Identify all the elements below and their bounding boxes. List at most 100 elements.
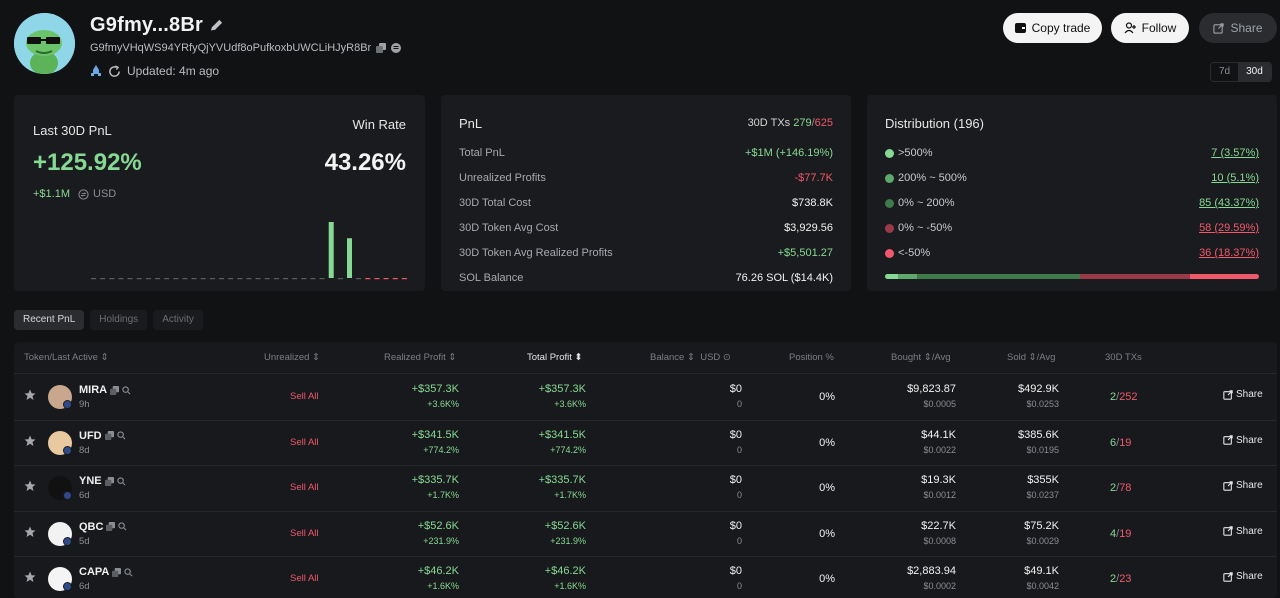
tx-buys: 6 bbox=[1110, 436, 1117, 449]
tab-recent-pnl[interactable]: Recent PnL bbox=[14, 310, 85, 330]
header-bought[interactable]: Bought ⇕/Avg bbox=[891, 352, 951, 363]
copy-icon[interactable] bbox=[112, 567, 122, 577]
copy-icon[interactable] bbox=[376, 43, 387, 53]
tx-buys: 2 bbox=[1110, 482, 1117, 494]
pnl-row-value: $3,929.56 bbox=[784, 222, 833, 234]
chain-badge-icon bbox=[63, 536, 72, 546]
header-realized[interactable]: Realized Profit ⇕ bbox=[384, 352, 457, 363]
token-symbol-row: UFD bbox=[79, 430, 126, 442]
pnl-row: SOL Balance 76.26 SOL ($14.4K) bbox=[459, 270, 833, 286]
header-balance[interactable]: Balance ⇕ USD ⊙ bbox=[650, 352, 731, 363]
star-icon[interactable] bbox=[24, 571, 36, 583]
header-sold[interactable]: Sold ⇕/Avg bbox=[1007, 352, 1056, 363]
bought-amount: $19.3K bbox=[921, 474, 956, 486]
realized-profit-pct: +1.6K% bbox=[427, 581, 459, 591]
total-profit-pct: +1.6K% bbox=[554, 581, 586, 591]
range-toggle: 7d 30d bbox=[1210, 62, 1272, 82]
search-icon[interactable] bbox=[124, 567, 133, 577]
search-icon[interactable] bbox=[116, 431, 126, 440]
tx-sells: 19 bbox=[1119, 527, 1132, 540]
row-share-button[interactable]: Share bbox=[1223, 435, 1263, 446]
pnl-mini-bar bbox=[145, 278, 151, 280]
total-profit: +$46.2K bbox=[544, 565, 586, 577]
copy-trade-button[interactable]: Copy trade bbox=[1003, 13, 1102, 43]
token-symbol[interactable]: MIRA bbox=[79, 384, 108, 396]
pnl-mini-bar bbox=[255, 278, 261, 280]
tx-sells: 78 bbox=[1119, 482, 1132, 494]
follow-button[interactable]: Follow bbox=[1111, 13, 1189, 43]
last-active: 9h bbox=[79, 399, 90, 410]
distribution-value[interactable]: 7 (3.57%) bbox=[1211, 147, 1259, 159]
row-share-button[interactable]: Share bbox=[1223, 389, 1263, 400]
copy-trade-label: Copy trade bbox=[1031, 21, 1091, 35]
header-total[interactable]: Total Profit ⬍ bbox=[527, 352, 583, 363]
star-icon[interactable] bbox=[24, 480, 36, 492]
distribution-value[interactable]: 85 (43.37%) bbox=[1199, 197, 1259, 209]
sold-avg: $0.0237 bbox=[1026, 490, 1059, 500]
range-30d[interactable]: 30d bbox=[1238, 63, 1271, 81]
row-share-label: Share bbox=[1236, 389, 1263, 400]
table-row[interactable]: YNE 6d Sell All +$335.7K +1.7K% +$335.7K… bbox=[14, 465, 1277, 510]
token-symbol-row: QBC bbox=[79, 521, 127, 533]
tx-sells: 252 bbox=[1119, 391, 1138, 403]
star-icon[interactable] bbox=[24, 526, 36, 538]
sell-all-button[interactable]: Sell All bbox=[290, 527, 319, 539]
edit-icon[interactable] bbox=[209, 18, 224, 33]
pnl-mini-bar bbox=[155, 278, 160, 280]
sell-all-button[interactable]: Sell All bbox=[290, 482, 319, 493]
pnl-mini-chart bbox=[91, 222, 407, 280]
header-token[interactable]: Token/Last Active ⇕ bbox=[24, 352, 109, 363]
tab-activity[interactable]: Activity bbox=[153, 310, 203, 330]
share-button[interactable]: Share bbox=[1199, 13, 1277, 43]
sell-all-button[interactable]: Sell All bbox=[290, 436, 319, 448]
table-tabs: Recent PnL Holdings Activity bbox=[14, 310, 203, 330]
pnl-details-card: PnL 30D TXs 279/625 Total PnL +$1M (+146.… bbox=[441, 95, 851, 291]
distribution-value[interactable]: 10 (5.1%) bbox=[1211, 172, 1259, 184]
explorer-icon[interactable] bbox=[391, 43, 402, 53]
star-icon[interactable] bbox=[24, 435, 36, 447]
pnl-mini-bar bbox=[200, 278, 206, 280]
token-symbol[interactable]: CAPA bbox=[79, 566, 110, 578]
table-row[interactable]: MIRA 9h Sell All +$357.3K +3.6K% +$357.3… bbox=[14, 374, 1277, 419]
distribution-row: 200% ~ 500% 10 (5.1%) bbox=[885, 170, 1259, 186]
star-icon[interactable] bbox=[24, 389, 36, 401]
distribution-row: 0% ~ 200% 85 (43.37%) bbox=[885, 195, 1259, 211]
currency-toggle-icon[interactable] bbox=[78, 188, 89, 200]
copy-icon[interactable] bbox=[104, 431, 114, 440]
distribution-title: Distribution (196) bbox=[885, 116, 984, 131]
refresh-icon[interactable] bbox=[108, 64, 121, 78]
realized-profit: +$52.6K bbox=[417, 519, 459, 532]
distribution-value[interactable]: 58 (29.59%) bbox=[1199, 222, 1259, 234]
pnl-row-label: 30D Token Avg Cost bbox=[459, 222, 559, 234]
search-icon[interactable] bbox=[118, 522, 127, 531]
copy-icon[interactable] bbox=[104, 476, 114, 486]
table-row[interactable]: UFD 8d Sell All +$341.5K +774.2% +$341.5… bbox=[14, 420, 1277, 465]
tab-holdings[interactable]: Holdings bbox=[90, 310, 148, 330]
row-share-button[interactable]: Share bbox=[1223, 526, 1263, 537]
table-row[interactable]: QBC 5d Sell All +$52.6K +231.9% +$52.6K … bbox=[14, 511, 1277, 556]
token-symbol[interactable]: UFD bbox=[79, 429, 102, 442]
pnl-mini-bar bbox=[136, 278, 142, 280]
search-icon[interactable] bbox=[122, 385, 131, 395]
tx-buys: 2 bbox=[1110, 391, 1117, 403]
pnl-mini-bar bbox=[273, 278, 279, 280]
balance: $0 bbox=[729, 519, 742, 532]
token-symbol[interactable]: QBC bbox=[79, 520, 104, 533]
range-7d[interactable]: 7d bbox=[1219, 66, 1231, 77]
row-share-button[interactable]: Share bbox=[1223, 571, 1263, 582]
distribution-bar-segment bbox=[1190, 274, 1259, 279]
sell-all-button[interactable]: Sell All bbox=[290, 391, 319, 402]
bought-avg: $0.0002 bbox=[923, 581, 956, 591]
search-icon[interactable] bbox=[116, 476, 126, 486]
total-profit: +$52.6K bbox=[544, 519, 586, 532]
copy-icon[interactable] bbox=[110, 385, 120, 395]
wallet-avatar bbox=[14, 13, 75, 74]
total-profit: +$341.5K bbox=[538, 428, 586, 441]
row-share-button[interactable]: Share bbox=[1223, 480, 1263, 491]
sell-all-button[interactable]: Sell All bbox=[290, 573, 319, 584]
copy-icon[interactable] bbox=[106, 522, 116, 531]
token-symbol[interactable]: YNE bbox=[79, 475, 102, 487]
table-row[interactable]: CAPA 6d Sell All +$46.2K +1.6K% +$46.2K … bbox=[14, 556, 1277, 598]
header-unrealized[interactable]: Unrealized ⇕ bbox=[264, 352, 321, 363]
distribution-value[interactable]: 36 (18.37%) bbox=[1199, 247, 1259, 259]
